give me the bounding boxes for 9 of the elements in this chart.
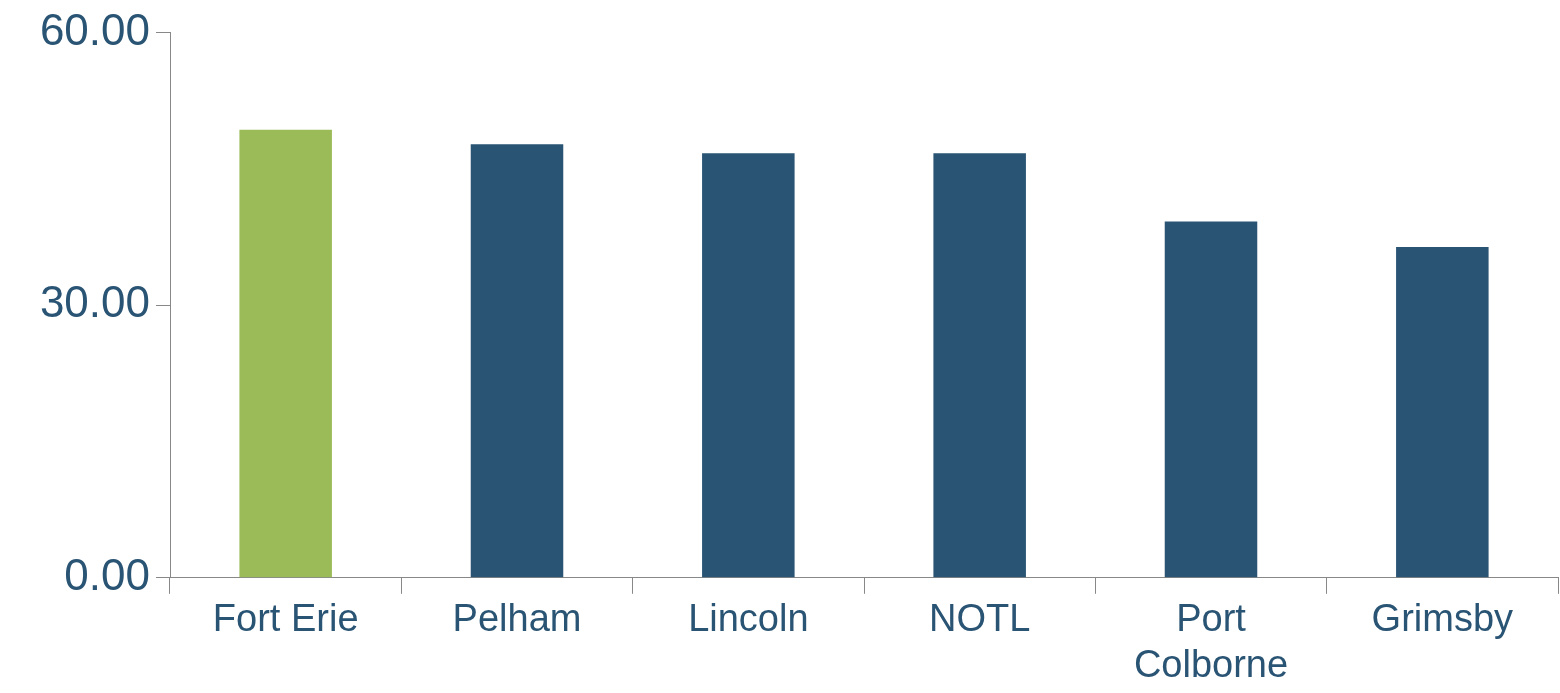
x-tick-label: Lincoln	[688, 597, 809, 640]
x-tick-label: Fort Erie	[212, 597, 359, 640]
x-tick-label: Pelham	[452, 597, 582, 640]
y-tick-label: 30.00	[39, 277, 150, 327]
y-tick-label: 0.00	[64, 549, 150, 599]
x-tick-label: Port Colborne	[1133, 597, 1289, 685]
y-tick-label: 60.00	[39, 4, 150, 54]
x-tick-label: NOTL	[928, 597, 1031, 640]
x-tick-label: Grimsby	[1371, 597, 1514, 640]
